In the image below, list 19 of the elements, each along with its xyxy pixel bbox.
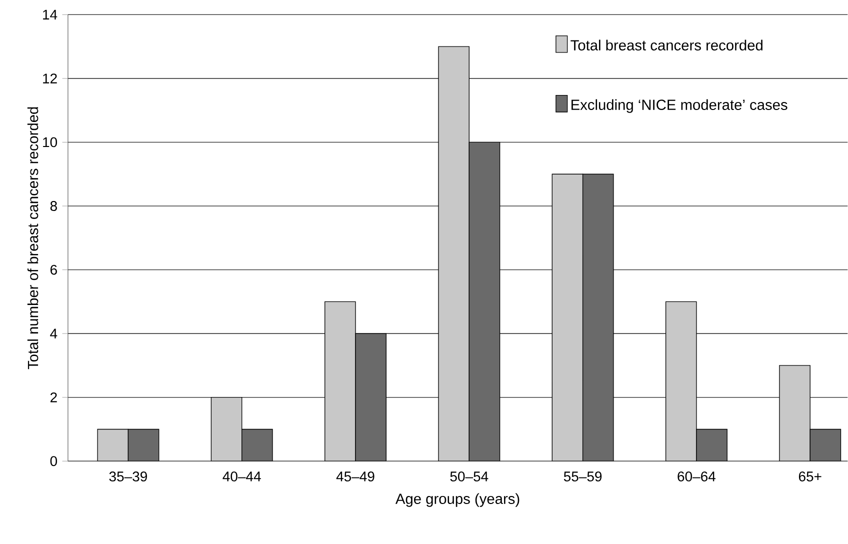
x-tick-label: 55–59 xyxy=(564,472,602,482)
legend-label: Excluding ‘NICE moderate’ cases xyxy=(572,99,788,114)
legend-label: Total breast cancers recorded xyxy=(570,40,762,51)
x-tick-label: 45–49 xyxy=(336,472,374,482)
y-tick-label: 8 xyxy=(50,201,57,212)
x-tick-label: 50–54 xyxy=(450,472,488,482)
x-axis-title: Age groups (years) xyxy=(395,493,520,508)
y-tick-label: 6 xyxy=(50,264,57,275)
x-tick-label: 60–64 xyxy=(678,472,716,482)
x-tick-label: 40–44 xyxy=(222,472,261,482)
x-tick-label: 35–39 xyxy=(109,472,147,482)
y-tick-label: 12 xyxy=(43,74,57,84)
y-tick-label: 10 xyxy=(43,137,58,148)
y-tick-label: 2 xyxy=(50,392,57,402)
y-tick-label: 4 xyxy=(50,328,58,338)
y-axis-title: Total number of breast cancers recorded xyxy=(27,107,38,370)
y-tick-label: 0 xyxy=(50,456,58,466)
x-tick-label: 65+ xyxy=(798,472,822,482)
y-tick-label: 14 xyxy=(43,10,58,20)
